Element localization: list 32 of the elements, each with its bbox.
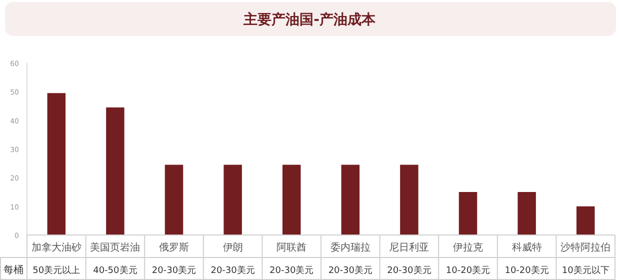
data-label: 50美元以上 — [32, 265, 80, 276]
bar — [47, 93, 66, 235]
bar — [282, 164, 301, 235]
data-label: 10-20美元 — [504, 265, 549, 276]
text: 每桶 — [4, 264, 24, 276]
x-tick-label: 委内瑞拉 — [330, 242, 370, 254]
bar — [400, 164, 418, 235]
bar — [341, 164, 360, 235]
bar — [106, 107, 124, 235]
bar — [224, 164, 242, 235]
x-tick-label: 美国页岩油 — [90, 242, 140, 254]
x-tick-label: 加拿大油砂 — [31, 242, 82, 254]
bar — [576, 206, 595, 235]
data-label: 20-30美元 — [210, 265, 255, 276]
x-tick-label: 伊朗 — [222, 242, 243, 254]
chart-title: 主要产油国-产油成本 — [242, 11, 376, 28]
data-label: 20-30美元 — [270, 265, 314, 276]
x-tick-label: 伊拉克 — [453, 242, 483, 254]
x-tick-label: 尼日利亚 — [389, 242, 430, 254]
data-label: 20-30美元 — [328, 265, 372, 276]
data-label: 20-30美元 — [387, 265, 432, 276]
data-label: 20-30美元 — [152, 265, 196, 276]
data-label: 10-20美元 — [446, 265, 490, 276]
data-label: 40-50美元 — [93, 265, 138, 276]
bar — [458, 192, 478, 235]
bar — [164, 164, 184, 235]
bar — [518, 192, 536, 235]
data-label: 10美元以下 — [562, 265, 610, 276]
x-tick-label: 阿联酋 — [276, 242, 307, 254]
x-tick-label: 沙特阿拉伯 — [560, 242, 611, 254]
x-tick-label: 科威特 — [512, 242, 542, 254]
x-tick-label: 俄罗斯 — [159, 242, 189, 254]
